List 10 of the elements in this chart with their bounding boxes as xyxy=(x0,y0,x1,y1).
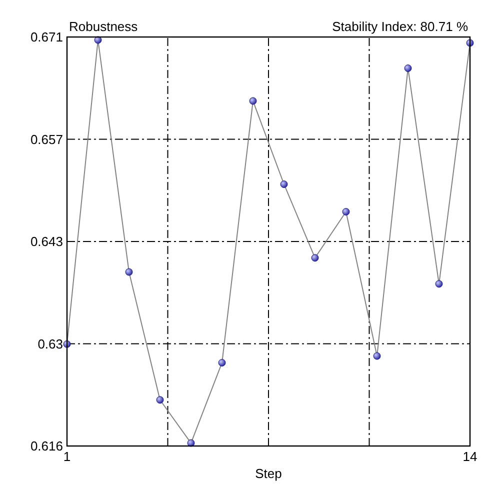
x-tick-label: 1 xyxy=(63,449,71,464)
x-axis-title: Step xyxy=(255,466,282,481)
y-tick-label: 0.671 xyxy=(30,30,63,45)
x-tick-label: 14 xyxy=(462,449,478,464)
y-tick-label: 0.63 xyxy=(38,336,63,352)
y-tick-label: 0.643 xyxy=(30,234,63,250)
chart-subtitle: Stability Index: 80.71 % xyxy=(332,19,468,34)
chart-title: Robustness xyxy=(69,19,138,34)
y-tick-label: 0.657 xyxy=(30,132,63,147)
y-tick-label: 0.616 xyxy=(30,438,63,454)
